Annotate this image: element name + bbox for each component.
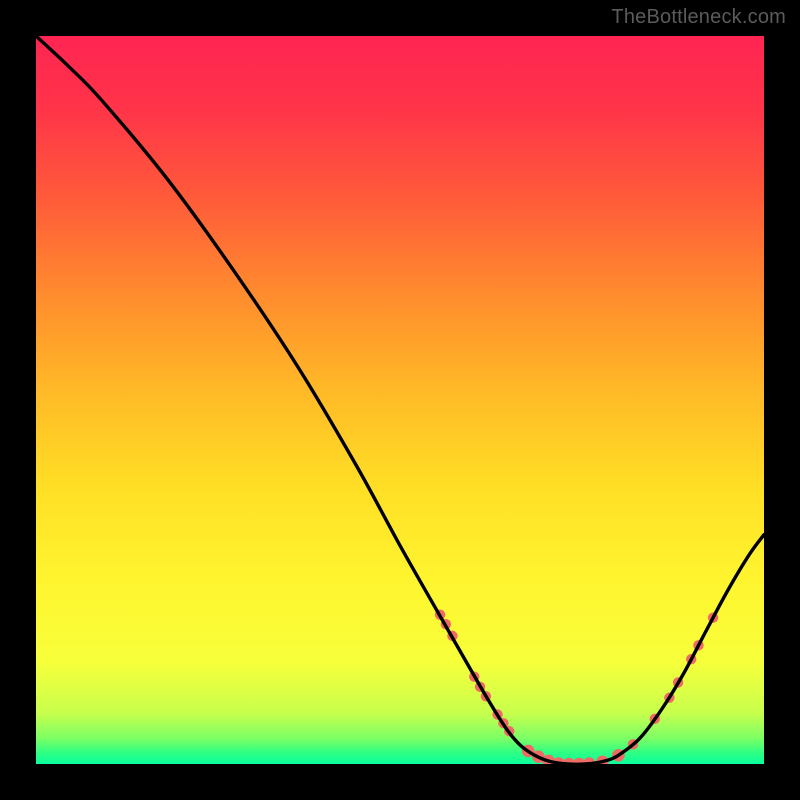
curve-layer <box>36 36 764 764</box>
chart-root: TheBottleneck.com <box>0 0 800 800</box>
bottleneck-curve <box>36 36 764 764</box>
plot-area <box>36 36 764 764</box>
watermark-text: TheBottleneck.com <box>611 6 786 29</box>
